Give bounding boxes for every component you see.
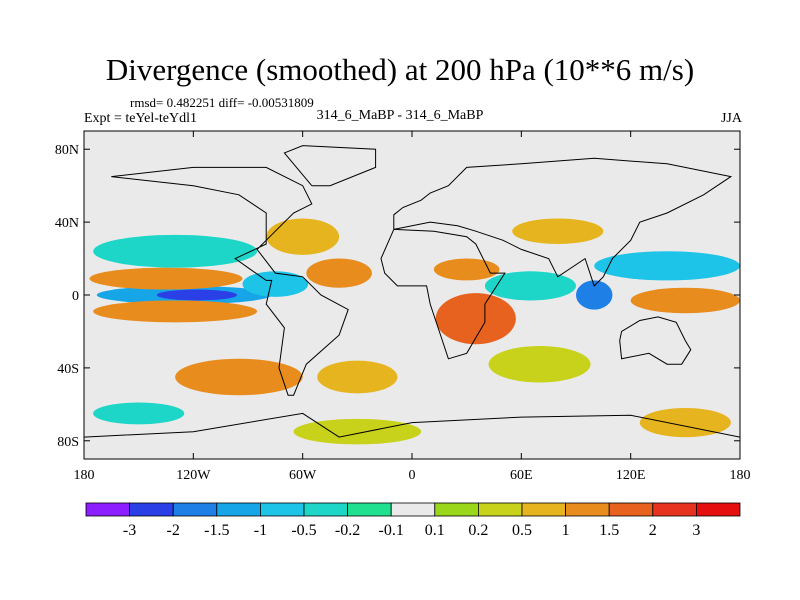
colorbar-label: 2 <box>649 522 657 539</box>
colorbar-swatch <box>608 502 654 517</box>
colorbar-label: 0.2 <box>468 522 488 539</box>
x-tick-label: 180 <box>74 468 95 483</box>
divergence-feature-10 <box>484 271 576 301</box>
x-tick-label: 120W <box>176 468 211 483</box>
x-tick-label: 60E <box>510 468 533 483</box>
x-tick-label: 60W <box>289 468 317 483</box>
colorbar-label: 1.5 <box>599 522 619 539</box>
colorbar-swatch <box>129 502 174 517</box>
colorbar-label: -2 <box>167 522 180 539</box>
divergence-feature-13 <box>594 251 740 281</box>
colorbar-label: 0.5 <box>512 522 532 539</box>
divergence-feature-12 <box>630 287 740 314</box>
colorbar-label: -0.2 <box>335 522 360 539</box>
divergence-feature-17 <box>317 360 398 394</box>
divergence-feature-6 <box>266 218 340 255</box>
divergence-feature-20 <box>639 407 731 438</box>
coastline-1 <box>380 228 506 360</box>
season-label: JJA <box>720 111 742 126</box>
chart-title: Divergence (smoothed) at 200 hPa (10**6 … <box>105 52 695 87</box>
coastline-5 <box>84 412 740 438</box>
colorbar-swatch <box>652 502 697 517</box>
coastline-2 <box>393 157 733 287</box>
divergence-feature-11 <box>576 280 613 310</box>
divergence-feature-9 <box>433 258 500 281</box>
divergence-feature-2 <box>89 267 243 290</box>
colorbar-swatch <box>696 502 741 517</box>
colorbar-label: 3 <box>692 522 700 539</box>
colorbar-label: -1 <box>254 522 267 539</box>
x-tick-label: 0 <box>409 468 416 483</box>
y-tick-label: 80N <box>55 143 79 158</box>
colorbar-label: 0.1 <box>425 522 445 539</box>
y-tick-label: 0 <box>72 289 79 304</box>
colorbar-swatch <box>172 502 218 517</box>
colorbar-swatch <box>85 502 130 517</box>
divergence-feature-8 <box>435 293 516 345</box>
axes: 180 120W 60W 0 60E 120E 180 80N 40N 0 40S 80S <box>55 131 751 483</box>
colorbar-swatch <box>259 502 305 517</box>
x-tick-label: 120E <box>616 468 646 483</box>
x-tick-label: 180 <box>730 468 751 483</box>
divergence-feature-15 <box>488 346 591 383</box>
y-tick-label: 80S <box>57 435 79 450</box>
colorbar: -3 -2 -1.5 -1 -0.5 -0.2 -0.1 0.1 0.2 0.5 1 1.5 2 3 <box>85 502 741 539</box>
y-tick-label: 40S <box>57 362 79 377</box>
colorbar-label: -3 <box>123 522 136 539</box>
y-tick-label: 40N <box>55 216 79 231</box>
divergence-feature-7 <box>242 271 309 297</box>
divergence-feature-16 <box>175 358 303 396</box>
colorbar-swatch <box>565 502 610 517</box>
colorbar-label: -1.5 <box>204 522 229 539</box>
colorbar-swatch <box>347 502 392 517</box>
divergence-feature-4 <box>93 234 258 268</box>
contour-fields <box>89 218 740 445</box>
colorbar-swatch <box>303 502 348 517</box>
divergence-feature-14 <box>512 218 604 244</box>
divergence-feature-18 <box>93 402 185 425</box>
colorbar-swatch <box>390 502 436 517</box>
divergence-feature-5 <box>306 258 372 288</box>
colorbar-swatch <box>521 502 566 517</box>
divergence-feature-1 <box>156 289 238 301</box>
divergence-feature-19 <box>293 418 422 445</box>
colorbar-label: -0.1 <box>379 522 404 539</box>
stats-label: rmsd= 0.482251 diff= -0.00531809 <box>130 95 314 110</box>
experiment-label: Expt = teYel-teYdl1 <box>84 111 198 126</box>
coastlines <box>84 145 740 438</box>
colorbar-swatch <box>216 502 261 517</box>
coastline-3 <box>619 316 692 365</box>
colorbar-label: 1 <box>562 522 570 539</box>
colorbar-swatch <box>477 502 523 517</box>
coastline-4 <box>283 145 377 187</box>
divergence-feature-3 <box>93 300 258 323</box>
coastline-0 <box>111 166 349 396</box>
colorbar-swatch <box>434 502 479 517</box>
colorbar-label: -0.5 <box>291 522 316 539</box>
case-label: 314_6_MaBP - 314_6_MaBP <box>316 108 484 123</box>
